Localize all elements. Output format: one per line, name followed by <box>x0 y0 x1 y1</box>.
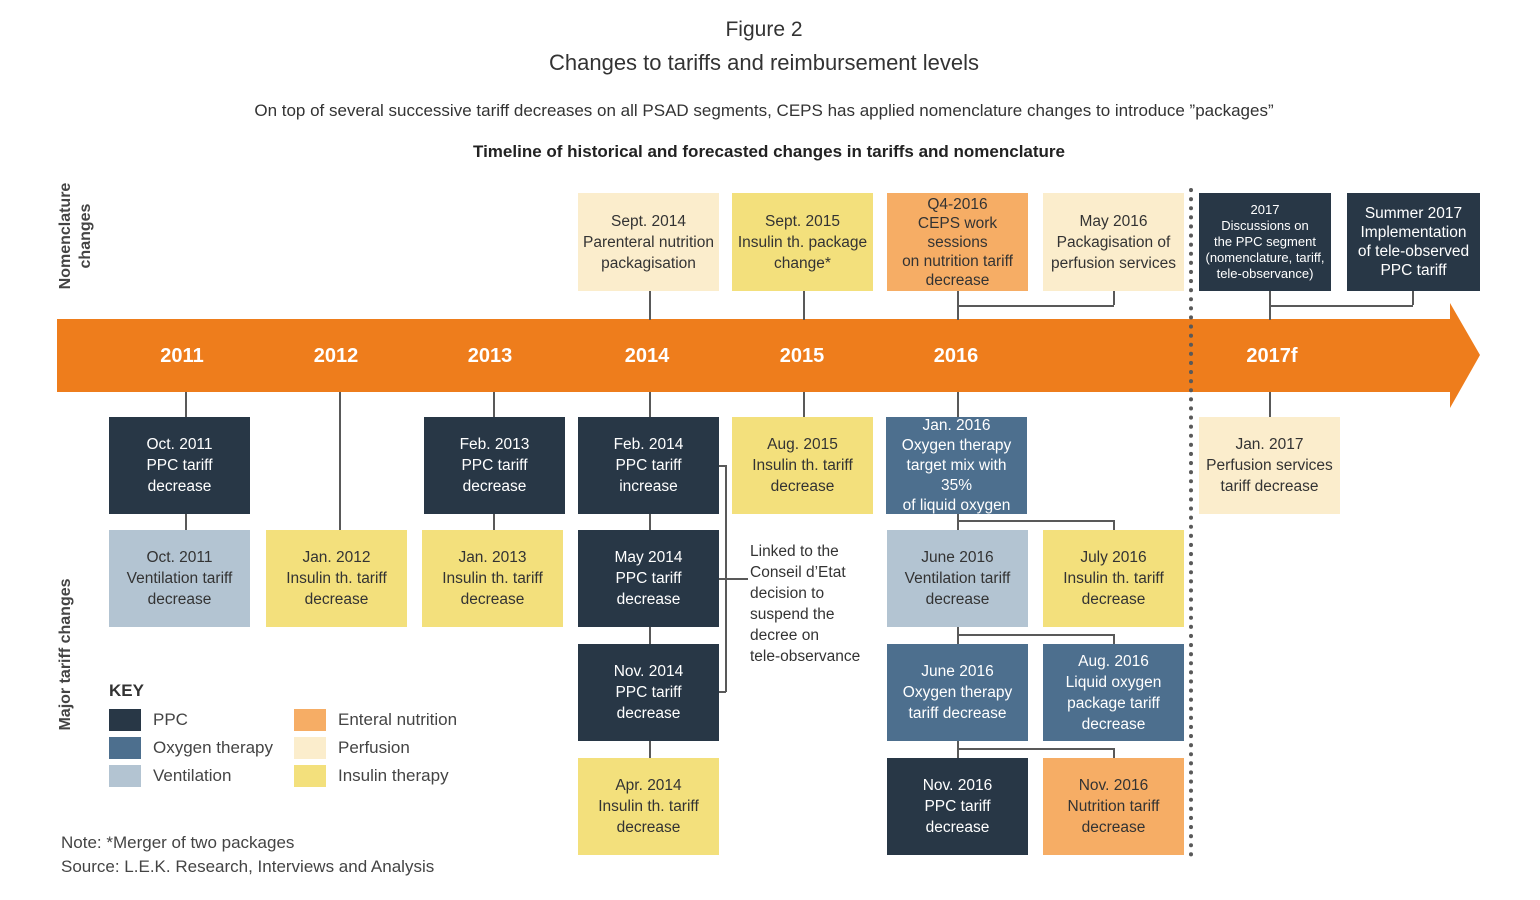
year-label: 2011 <box>160 345 204 367</box>
tariff-event: Jan. 2016 Oxygen therapy target mix with… <box>886 417 1027 514</box>
timeline-heading: Timeline of historical and forecasted ch… <box>473 142 1065 161</box>
key-label: Oxygen therapy <box>153 738 274 757</box>
year-label: 2016 <box>933 345 979 367</box>
tariff-event: Oct. 2011 PPC tariff decrease <box>109 417 250 514</box>
figure-label: Figure 2 <box>725 18 803 41</box>
year-label: 2017f <box>1246 345 1298 367</box>
key-item-oxygen-therapy: Oxygen therapy <box>109 737 273 759</box>
tariff-event: Jan. 2017 Perfusion services tariff decr… <box>1199 417 1340 514</box>
key-swatch <box>109 709 141 731</box>
key-label: Insulin therapy <box>338 766 449 785</box>
tariff-event: Apr. 2014 Insulin th. tariff decrease <box>578 758 719 855</box>
key-label: PPC <box>153 710 188 729</box>
tariff-event: June 2016 Oxygen therapy tariff decrease <box>887 644 1028 741</box>
footnote: Note: *Merger of two packages <box>61 833 295 852</box>
tariff-event: Nov. 2016 Nutrition tariff decrease <box>1043 758 1184 855</box>
tariff-event: Aug. 2016 Liquid oxygen package tariff d… <box>1043 644 1184 741</box>
key-swatch <box>109 765 141 787</box>
tariff-event: May 2014 PPC tariff decrease <box>578 530 719 627</box>
key-swatch <box>294 737 326 759</box>
year-label: 2014 <box>624 345 670 367</box>
key-label: Perfusion <box>338 738 410 757</box>
tariff-event: Feb. 2014 PPC tariff increase <box>578 417 719 514</box>
year-label: 2015 <box>779 345 825 367</box>
key-item-enteral-nutrition: Enteral nutrition <box>294 709 457 731</box>
year-label: 2013 <box>467 345 513 367</box>
tariff-event: Aug. 2015 Insulin th. tariff decrease <box>732 417 873 514</box>
linked-note: Linked to the Conseil d’Etat decision to… <box>750 543 861 665</box>
year-label: 2012 <box>313 345 359 367</box>
key-item-ventilation: Ventilation <box>109 765 231 787</box>
tariff-event: Nov. 2016 PPC tariff decrease <box>887 758 1028 855</box>
nomenclature-event: Q4-2016 CEPS work sessions on nutrition … <box>887 193 1028 291</box>
tariff-event: Nov. 2014 PPC tariff decrease <box>578 644 719 741</box>
key-swatch <box>294 765 326 787</box>
nomenclature-event: Sept. 2015 Insulin th. package change* <box>732 193 873 291</box>
figure-title: Changes to tariffs and reimbursement lev… <box>548 50 980 75</box>
tariff-event: Feb. 2013 PPC tariff decrease <box>424 417 565 514</box>
key-item-ppc: PPC <box>109 709 188 731</box>
key-swatch <box>109 737 141 759</box>
key-item-perfusion: Perfusion <box>294 737 410 759</box>
key-label: Enteral nutrition <box>338 710 458 729</box>
key-item-insulin-therapy: Insulin therapy <box>294 765 449 787</box>
tariff-event: Jan. 2012 Insulin th. tariff decrease <box>266 530 407 627</box>
key-label: Ventilation <box>153 766 232 785</box>
nomenclature-event: May 2016 Packagisation of perfusion serv… <box>1043 193 1184 291</box>
figure-subtitle: On top of several successive tariff decr… <box>254 101 1274 120</box>
tariff-event: June 2016 Ventilation tariff decrease <box>887 530 1028 627</box>
tariff-event: Oct. 2011 Ventilation tariff decrease <box>109 530 250 627</box>
nomenclature-event: 2017 Discussions on the PPC segment (nom… <box>1199 193 1331 291</box>
tariff-event: July 2016 Insulin th. tariff decrease <box>1043 530 1184 627</box>
source-note: Source: L.E.K. Research, Interviews and … <box>61 857 435 876</box>
nomenclature-event: Sept. 2014 Parenteral nutrition packagis… <box>578 193 719 291</box>
nomenclature-event: Summer 2017 Implementation of tele-obser… <box>1347 193 1480 291</box>
tariff-event: Jan. 2013 Insulin th. tariff decrease <box>422 530 563 627</box>
key-swatch <box>294 709 326 731</box>
key-title: KEY <box>109 681 144 700</box>
